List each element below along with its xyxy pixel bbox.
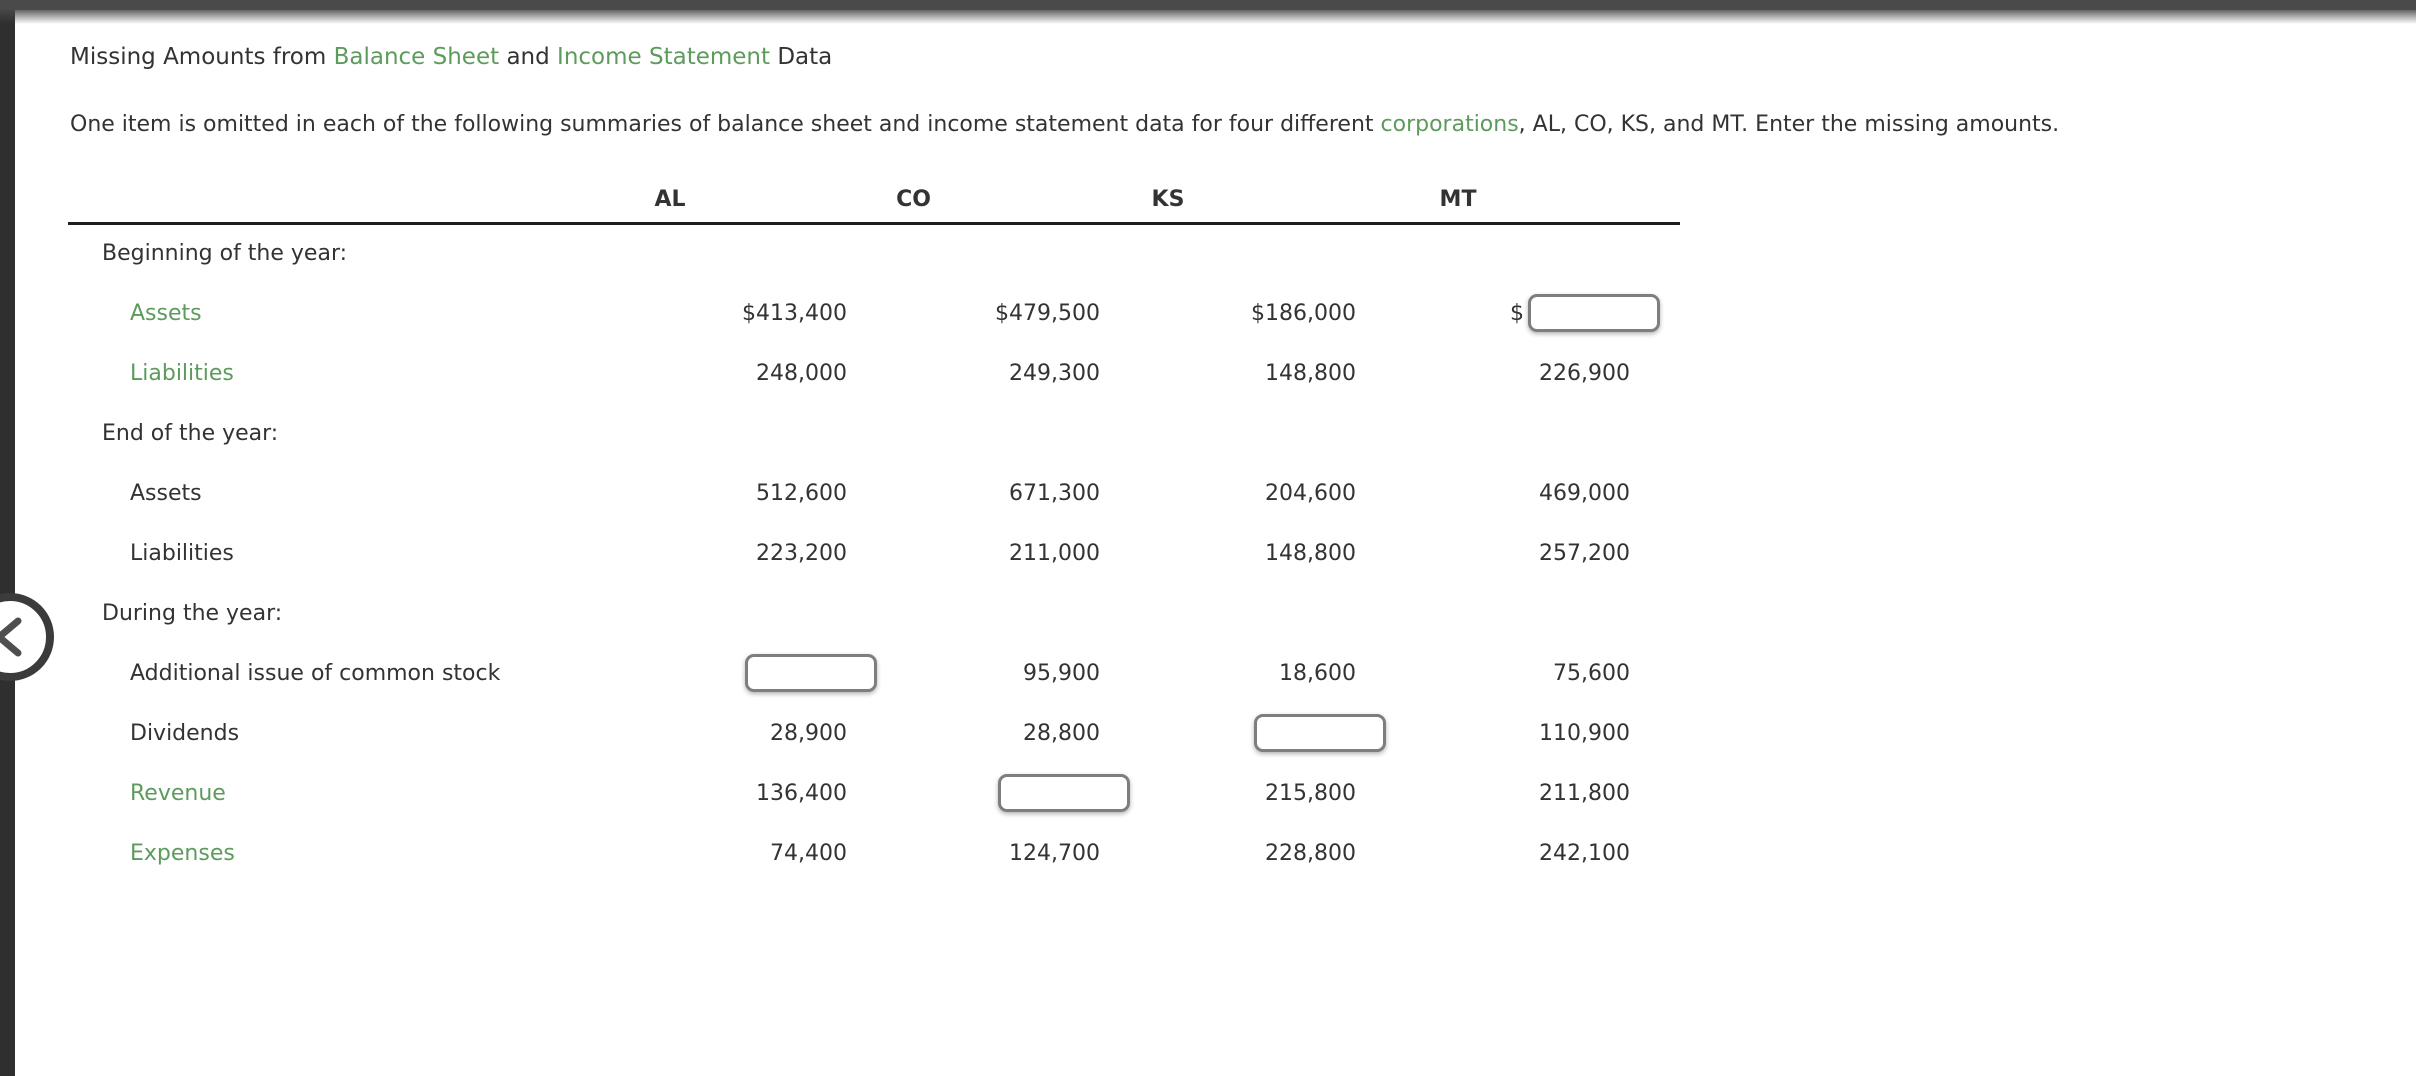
cell-ks-expenses: 228,800	[1265, 840, 1356, 866]
row-beginning-assets: Assets $413,400 $479,500 $186,000 $	[68, 283, 1680, 343]
cell-co-additional-stock: 95,900	[1023, 660, 1100, 686]
cell-mt-beginning-assets: $	[1356, 283, 1680, 343]
left-panel-edge	[0, 0, 15, 1076]
cell-co-end-assets: 671,300	[1009, 480, 1100, 506]
cell-ks-beginning-liabilities: 148,800	[1265, 360, 1356, 386]
input-mt-beginning-assets[interactable]	[1528, 294, 1660, 332]
row-revenue: Revenue 136,400 215,800 211,800	[68, 763, 1680, 823]
cell-mt-end-assets: 469,000	[1539, 480, 1630, 506]
cell-co-end-liabilities: 211,000	[1009, 540, 1100, 566]
cell-mt-revenue: 211,800	[1539, 780, 1630, 806]
cell-al-expenses: 74,400	[770, 840, 847, 866]
cell-al-dividends: 28,900	[770, 720, 847, 746]
header-col-mt: MT	[1356, 178, 1680, 225]
missing-amounts-table: AL CO KS MT Beginning of the year: Asset…	[68, 178, 1680, 883]
cell-al-beginning-assets: $413,400	[742, 300, 847, 326]
section-row-beginning: Beginning of the year:	[68, 223, 1680, 283]
row-expenses: Expenses 74,400 124,700 228,800 242,100	[68, 823, 1680, 883]
revenue-link[interactable]: Revenue	[130, 780, 226, 806]
row-additional-stock: Additional issue of common stock 95,900 …	[68, 643, 1680, 703]
title-text-2: and	[499, 44, 558, 70]
collapse-panel-button[interactable]	[0, 593, 54, 681]
section-row-during: During the year:	[68, 583, 1680, 643]
cell-al-end-assets: 512,600	[756, 480, 847, 506]
cell-co-beginning-assets: $479,500	[995, 300, 1100, 326]
cell-co-beginning-liabilities: 249,300	[1009, 360, 1100, 386]
section-label: End of the year:	[102, 420, 279, 446]
title-text-3: Data	[770, 44, 833, 70]
header-empty	[68, 178, 613, 225]
cell-ks-additional-stock: 18,600	[1279, 660, 1356, 686]
input-al-additional-stock[interactable]	[745, 654, 877, 692]
cell-mt-beginning-liabilities: 226,900	[1539, 360, 1630, 386]
cell-ks-dividends	[1100, 703, 1386, 763]
row-dividends: Dividends 28,900 28,800 110,900	[68, 703, 1680, 763]
cell-al-beginning-liabilities: 248,000	[756, 360, 847, 386]
assets-link[interactable]: Assets	[130, 300, 202, 326]
dollar-sign-label: $	[1510, 300, 1524, 326]
title-text-1: Missing Amounts from	[70, 44, 334, 70]
input-co-revenue[interactable]	[998, 774, 1130, 812]
cell-co-dividends: 28,800	[1023, 720, 1100, 746]
dividends-label: Dividends	[130, 720, 240, 746]
cell-mt-additional-stock: 75,600	[1553, 660, 1630, 686]
page-title: Missing Amounts from Balance Sheet and I…	[70, 44, 832, 70]
intro-text-2: , AL, CO, KS, and MT. Enter the missing …	[1518, 112, 2060, 137]
row-beginning-liabilities: Liabilities 248,000 249,300 148,800 226,…	[68, 343, 1680, 403]
header-col-al: AL	[613, 178, 847, 225]
additional-stock-label: Additional issue of common stock	[130, 660, 501, 686]
header-col-co: CO	[847, 178, 1100, 225]
row-end-assets: Assets 512,600 671,300 204,600 469,000	[68, 463, 1680, 523]
cell-ks-revenue: 215,800	[1265, 780, 1356, 806]
end-assets-label: Assets	[130, 480, 202, 506]
section-row-end: End of the year:	[68, 403, 1680, 463]
cell-al-additional-stock	[613, 643, 877, 703]
income-statement-link[interactable]: Income Statement	[557, 44, 771, 70]
input-ks-dividends[interactable]	[1254, 714, 1386, 752]
cell-ks-end-liabilities: 148,800	[1265, 540, 1356, 566]
cell-co-revenue	[847, 763, 1130, 823]
end-liabilities-label: Liabilities	[130, 540, 234, 566]
section-label: During the year:	[102, 600, 283, 626]
cell-mt-expenses: 242,100	[1539, 840, 1630, 866]
cell-co-expenses: 124,700	[1009, 840, 1100, 866]
cell-al-end-liabilities: 223,200	[756, 540, 847, 566]
cell-mt-dividends: 110,900	[1539, 720, 1630, 746]
expenses-link[interactable]: Expenses	[130, 840, 235, 866]
cell-ks-beginning-assets: $186,000	[1251, 300, 1356, 326]
cell-al-revenue: 136,400	[756, 780, 847, 806]
corporations-link[interactable]: corporations	[1380, 112, 1519, 137]
cell-ks-end-assets: 204,600	[1265, 480, 1356, 506]
liabilities-link[interactable]: Liabilities	[130, 360, 234, 386]
cell-mt-end-liabilities: 257,200	[1539, 540, 1630, 566]
header-row: AL CO KS MT	[68, 178, 1680, 225]
section-label: Beginning of the year:	[102, 241, 348, 267]
balance-sheet-link[interactable]: Balance Sheet	[333, 44, 500, 70]
chevron-left-icon	[0, 613, 32, 661]
intro-text-1: One item is omitted in each of the follo…	[70, 112, 1381, 137]
top-window-bar	[0, 0, 2416, 24]
row-end-liabilities: Liabilities 223,200 211,000 148,800 257,…	[68, 523, 1680, 583]
instructions-text: One item is omitted in each of the follo…	[70, 112, 2059, 137]
header-col-ks: KS	[1100, 178, 1356, 225]
